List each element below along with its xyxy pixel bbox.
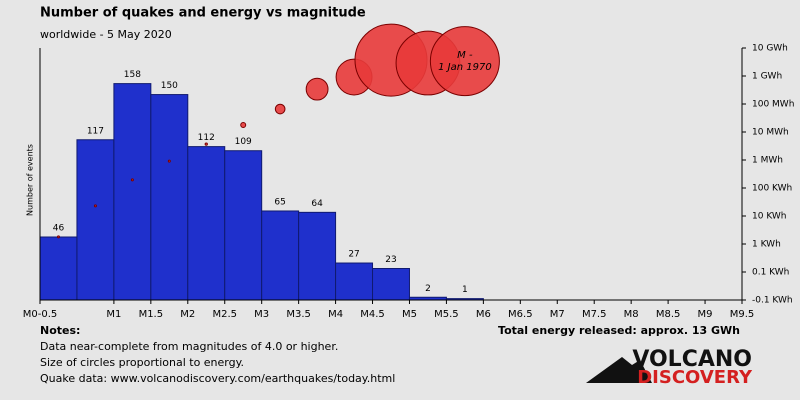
data-label: 27 — [348, 250, 359, 260]
x-tick-label: M6.5 — [508, 309, 533, 320]
y-axis-label: Number of events — [26, 144, 35, 216]
x-tick-label: M7.5 — [582, 309, 607, 320]
x-tick-label: M8 — [624, 309, 639, 320]
chart-title: Number of quakes and energy vs magnitude — [40, 6, 366, 21]
y2-tick-label: 0.1 KWh — [752, 268, 789, 278]
bar — [372, 268, 410, 301]
x-tick-label: M1.5 — [139, 309, 164, 320]
y2-tick-label: -0.1 KWh — [752, 296, 793, 306]
energy-bubble — [305, 77, 329, 101]
energy-bubble — [93, 204, 97, 208]
y2-tick-label: 100 MWh — [752, 100, 794, 110]
data-label: 23 — [385, 255, 396, 265]
energy-bubble — [204, 142, 208, 146]
x-tick-label: M2 — [180, 309, 195, 320]
energy-bubble — [240, 121, 247, 128]
x-tick-label: M7 — [550, 309, 565, 320]
notes-title: Notes: — [40, 324, 80, 337]
y2-tick-label: 1 KWh — [752, 240, 781, 250]
data-label: 2 — [425, 284, 431, 294]
x-tick-label: M3 — [254, 309, 269, 320]
annotation: M - — [457, 50, 473, 61]
x-tick-label: M9.5 — [730, 309, 755, 320]
note: Data near-complete from magnitudes of 4.… — [40, 340, 338, 353]
y2-tick-label: 10 KWh — [752, 212, 787, 222]
y2-tick-label: 100 KWh — [752, 184, 792, 194]
energy-bubble — [167, 159, 171, 163]
data-label: 109 — [235, 137, 252, 147]
logo-text: VOLCANO — [632, 347, 752, 372]
bar — [150, 94, 189, 301]
y2-tick-label: 1 GWh — [752, 72, 782, 82]
y2-tick-label: 10 MWh — [752, 128, 789, 138]
y2-tick-label: 1 MWh — [752, 156, 783, 166]
x-tick-label: M4.5 — [360, 309, 385, 320]
data-label: 1 — [462, 285, 468, 295]
x-tick-label: M9 — [698, 309, 713, 320]
x-tick-label: M8.5 — [656, 309, 681, 320]
x-tick-label: M5.5 — [434, 309, 459, 320]
energy-bubble — [429, 26, 500, 97]
energy-bubble — [130, 178, 134, 182]
y2-tick-label: 10 GWh — [752, 44, 788, 54]
data-label: 65 — [274, 197, 285, 207]
x-tick-label: M2.5 — [212, 309, 237, 320]
data-label: 46 — [53, 224, 65, 234]
x-tick-label: M0-0.5 — [23, 309, 58, 320]
bar — [187, 146, 226, 301]
bar — [39, 236, 78, 301]
x-tick-label: M4 — [328, 309, 343, 320]
total-energy: Total energy released: approx. 13 GWh — [498, 324, 740, 337]
x-tick-label: M3.5 — [286, 309, 311, 320]
bar — [113, 83, 152, 301]
logo-mountain — [586, 357, 652, 383]
bar — [76, 139, 115, 301]
logo-text: DISCOVERY — [637, 367, 753, 388]
x-tick-label: M5 — [402, 309, 417, 320]
energy-bubble — [274, 103, 286, 115]
data-label: 117 — [87, 126, 104, 136]
energy-bubble — [56, 235, 60, 239]
x-tick-label: M6 — [476, 309, 491, 320]
data-label: 158 — [124, 70, 141, 80]
data-label: 150 — [161, 81, 178, 91]
note: Size of circles proportional to energy. — [40, 356, 244, 369]
note: Quake data: www.volcanodiscovery.com/ear… — [40, 372, 395, 385]
chart-subtitle: worldwide - 5 May 2020 — [40, 28, 172, 41]
data-label: 64 — [311, 199, 323, 209]
data-label: 112 — [198, 133, 215, 143]
bar — [298, 211, 337, 301]
bar — [224, 150, 263, 301]
bar — [261, 210, 300, 301]
x-tick-label: M1 — [106, 309, 121, 320]
annotation: 1 Jan 1970 — [438, 62, 492, 73]
bar — [335, 262, 374, 301]
